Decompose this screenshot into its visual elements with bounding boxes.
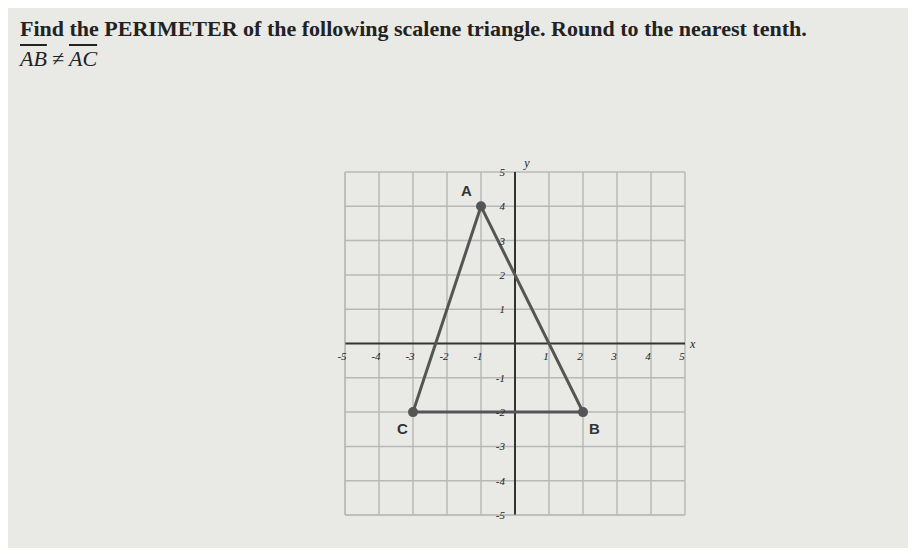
svg-text:-4: -4 — [496, 475, 506, 487]
svg-text:-2: -2 — [496, 406, 506, 418]
svg-text:x: x — [689, 337, 696, 351]
svg-text:A: A — [461, 182, 472, 199]
svg-text:-5: -5 — [337, 350, 347, 362]
svg-text:y: y — [523, 156, 530, 170]
svg-text:1: 1 — [500, 303, 506, 315]
svg-text:-2: -2 — [439, 350, 449, 362]
html-text:AB ≠ AC: AB ≠ AC — [20, 46, 98, 71]
svg-text:-5: -5 — [496, 509, 506, 521]
svg-text:2: 2 — [500, 269, 506, 281]
svg-text:B: B — [589, 420, 600, 437]
html-text:Find the PERIMETER of the foll: Find the PERIMETER of the following scal… — [20, 16, 807, 41]
svg-text:4: 4 — [645, 350, 651, 362]
svg-text:-1: -1 — [473, 350, 482, 362]
svg-text:3: 3 — [610, 350, 617, 362]
svg-text:1: 1 — [543, 350, 549, 362]
svg-text:4: 4 — [500, 200, 506, 212]
svg-text:3: 3 — [499, 235, 506, 247]
svg-text:5: 5 — [500, 166, 506, 178]
svg-text:-1: -1 — [496, 372, 505, 384]
svg-text:-4: -4 — [371, 350, 381, 362]
svg-text:-3: -3 — [496, 440, 506, 452]
svg-text:5: 5 — [679, 350, 685, 362]
svg-text:C: C — [397, 420, 408, 437]
svg-text:-3: -3 — [405, 350, 415, 362]
svg-text:2: 2 — [577, 350, 583, 362]
